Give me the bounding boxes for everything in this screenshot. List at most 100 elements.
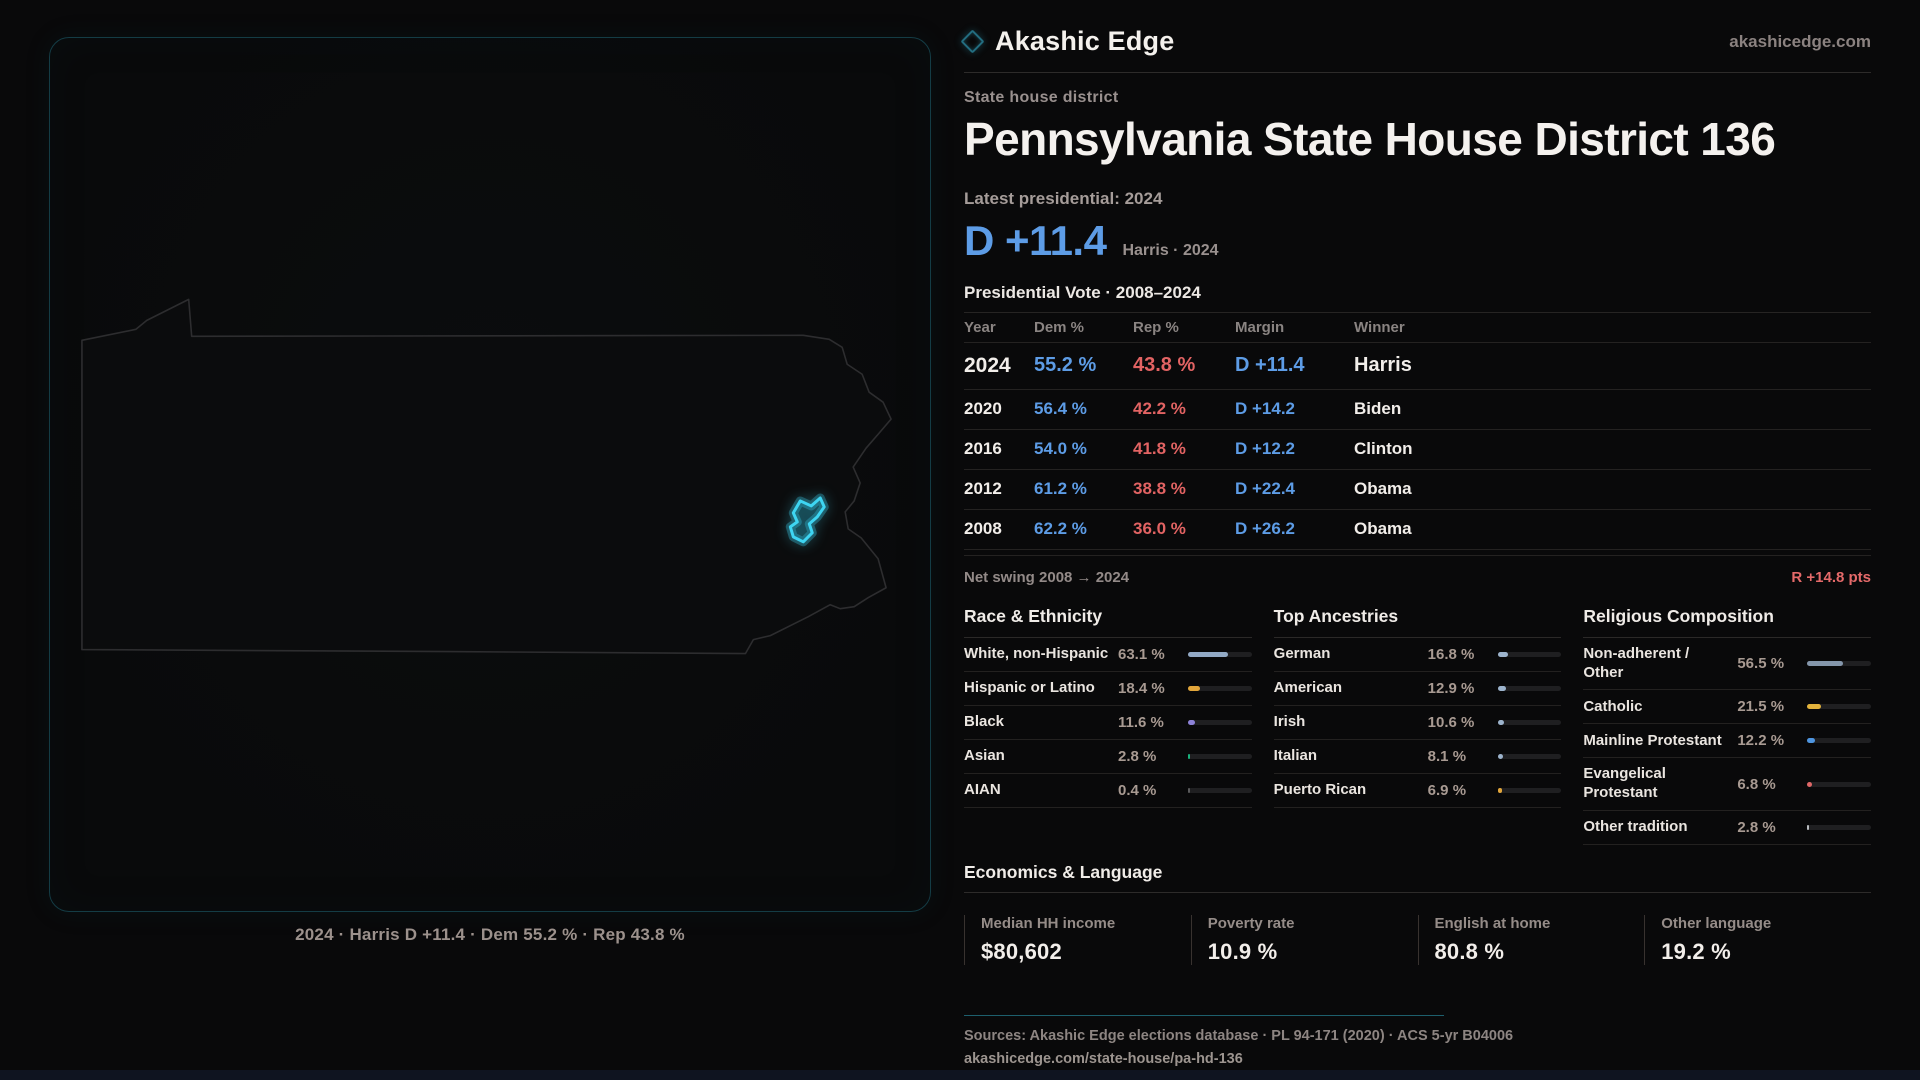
demo-value: 6.8 %: [1737, 775, 1776, 793]
demo-row: AIAN 0.4 %: [964, 774, 1252, 808]
header-divider: [964, 72, 1871, 73]
demo-row: Hispanic or Latino 18.4 %: [964, 672, 1252, 706]
demo-row: American 12.9 %: [1273, 672, 1562, 706]
mini-bar: [1188, 651, 1252, 657]
mini-bar: [1807, 781, 1872, 787]
demo-value: 16.8 %: [1427, 645, 1475, 663]
vote-table-title: Presidential Vote · 2008–2024: [964, 282, 1201, 302]
headline-margin-value: D +11.4: [964, 216, 1107, 264]
demo-label: White, non-Hispanic: [964, 645, 1109, 663]
state-outline: [81, 298, 892, 655]
district-136-shape[interactable]: [788, 496, 826, 544]
presidential-vote-table: Year Dem % Rep % Margin Winner 2024 55.2…: [964, 311, 1871, 550]
pennsylvania-map: [81, 298, 892, 655]
cell-rep-pct: 42.2 %: [1133, 399, 1186, 419]
table-row: 2016 54.0 % 41.8 % D +12.2 Clinton: [964, 430, 1871, 470]
ancestries-section: Top Ancestries German 16.8 % American 12…: [1273, 606, 1562, 845]
demo-label: Italian: [1273, 747, 1318, 765]
demo-row: Black 11.6 %: [964, 706, 1252, 740]
permalink[interactable]: akashicedge.com/state-house/pa-hd-136: [964, 1050, 1243, 1067]
demo-value: 18.4 %: [1118, 679, 1165, 697]
page-title: Pennsylvania State House District 136: [964, 113, 1776, 165]
cell-winner: Harris: [1354, 354, 1412, 377]
cell-dem-pct: 55.2 %: [1034, 354, 1097, 377]
demo-label: Evangelical Protestant: [1583, 765, 1666, 802]
mini-bar: [1188, 787, 1252, 793]
economics-title: Economics & Language: [964, 861, 1163, 882]
cell-margin: D +14.2: [1235, 399, 1296, 419]
mini-bar: [1807, 738, 1872, 744]
sources-line: Sources: Akashic Edge elections database…: [964, 1027, 1514, 1044]
demo-row: Irish 10.6 %: [1273, 706, 1562, 740]
demo-label: Catholic: [1583, 697, 1643, 715]
demo-label: Hispanic or Latino: [964, 679, 1095, 697]
demo-value: 11.6 %: [1118, 713, 1164, 731]
cell-rep-pct: 38.8 %: [1133, 479, 1186, 499]
net-swing-row: Net swing 2008 → 2024 R +14.8 pts: [964, 554, 1871, 586]
net-swing-value: R +14.8 pts: [1791, 568, 1871, 586]
mini-bar: [1497, 651, 1562, 657]
cell-year: 2008: [964, 519, 1002, 539]
mini-bar: [1807, 824, 1872, 830]
demo-label: Black: [964, 713, 1005, 731]
state-map-card: [49, 37, 931, 912]
demo-value: 2.8 %: [1737, 818, 1776, 836]
section-title: Race & Ethnicity: [964, 606, 1252, 638]
cell-rep-pct: 36.0 %: [1133, 519, 1186, 539]
demo-label: AIAN: [964, 781, 1001, 799]
demo-value: 2.8 %: [1118, 747, 1157, 765]
cell-year: 2024: [964, 353, 1011, 377]
stat-median-income: Median HH income $80,602: [964, 914, 1191, 965]
col-header-winner: Winner: [1354, 318, 1405, 336]
footer-divider: [964, 1014, 1444, 1016]
stat-poverty-rate: Poverty rate 10.9 %: [1190, 914, 1418, 965]
map-caption: 2024 · Harris D +11.4 · Dem 55.2 % · Rep…: [295, 925, 685, 944]
table-row: 2012 61.2 % 38.8 % D +22.4 Obama: [964, 470, 1871, 510]
demo-row: Non-adherent / Other 56.5 %: [1583, 638, 1872, 691]
demo-row: White, non-Hispanic 63.1 %: [964, 638, 1252, 672]
stat-value: 80.8 %: [1434, 938, 1505, 964]
col-header-rep: Rep %: [1133, 318, 1179, 336]
cell-margin: D +26.2: [1235, 519, 1296, 539]
demo-row: German 16.8 %: [1273, 638, 1562, 672]
demo-value: 6.9 %: [1427, 781, 1467, 799]
brand-row: Akashic Edge akashicedge.com: [960, 26, 1871, 57]
cell-year: 2020: [964, 399, 1002, 419]
race-ethnicity-section: Race & Ethnicity White, non-Hispanic 63.…: [964, 606, 1252, 845]
demo-value: 56.5 %: [1737, 655, 1785, 673]
col-header-year: Year: [964, 318, 996, 336]
demo-value: 8.1 %: [1427, 747, 1467, 765]
kicker: State house district: [964, 89, 1119, 106]
col-header-dem: Dem %: [1034, 318, 1085, 336]
mini-bar: [1807, 661, 1872, 667]
section-title: Religious Composition: [1583, 606, 1872, 638]
demo-row: Asian 2.8 %: [964, 740, 1252, 774]
col-header-margin: Margin: [1235, 318, 1285, 336]
cell-winner: Biden: [1354, 399, 1402, 419]
demo-row: Italian 8.1 %: [1273, 740, 1562, 774]
stat-value: 10.9 %: [1207, 938, 1278, 964]
cell-dem-pct: 61.2 %: [1034, 479, 1087, 499]
mini-bar: [1188, 753, 1252, 759]
demo-row: Other tradition 2.8 %: [1583, 811, 1872, 845]
demo-value: 12.2 %: [1737, 732, 1785, 750]
cell-dem-pct: 62.2 %: [1034, 519, 1087, 539]
demo-label: Asian: [964, 747, 1005, 765]
stat-english-at-home: English at home 80.8 %: [1417, 914, 1645, 965]
brand-name: Akashic Edge: [995, 26, 1175, 56]
stat-label: Other language: [1661, 914, 1772, 932]
demo-value: 0.4 %: [1118, 781, 1157, 799]
stat-other-language: Other language 19.2 %: [1644, 914, 1871, 965]
demo-label: Non-adherent / Other: [1583, 644, 1690, 681]
table-row: 2008 62.2 % 36.0 % D +26.2 Obama: [964, 510, 1871, 550]
table-row: 2020 56.4 % 42.2 % D +14.2 Biden: [964, 390, 1871, 430]
economics-stats: Median HH income $80,602 Poverty rate 10…: [964, 914, 1871, 965]
diamond-logo-icon: [960, 29, 985, 54]
cell-margin: D +12.2: [1235, 439, 1296, 459]
brand-domain-link[interactable]: akashicedge.com: [1729, 31, 1871, 51]
demo-label: Other tradition: [1583, 818, 1688, 836]
mini-bar: [1807, 704, 1872, 710]
detail-panel: Akashic Edge akashicedge.com State house…: [960, 0, 1872, 1080]
cell-dem-pct: 54.0 %: [1034, 439, 1087, 459]
